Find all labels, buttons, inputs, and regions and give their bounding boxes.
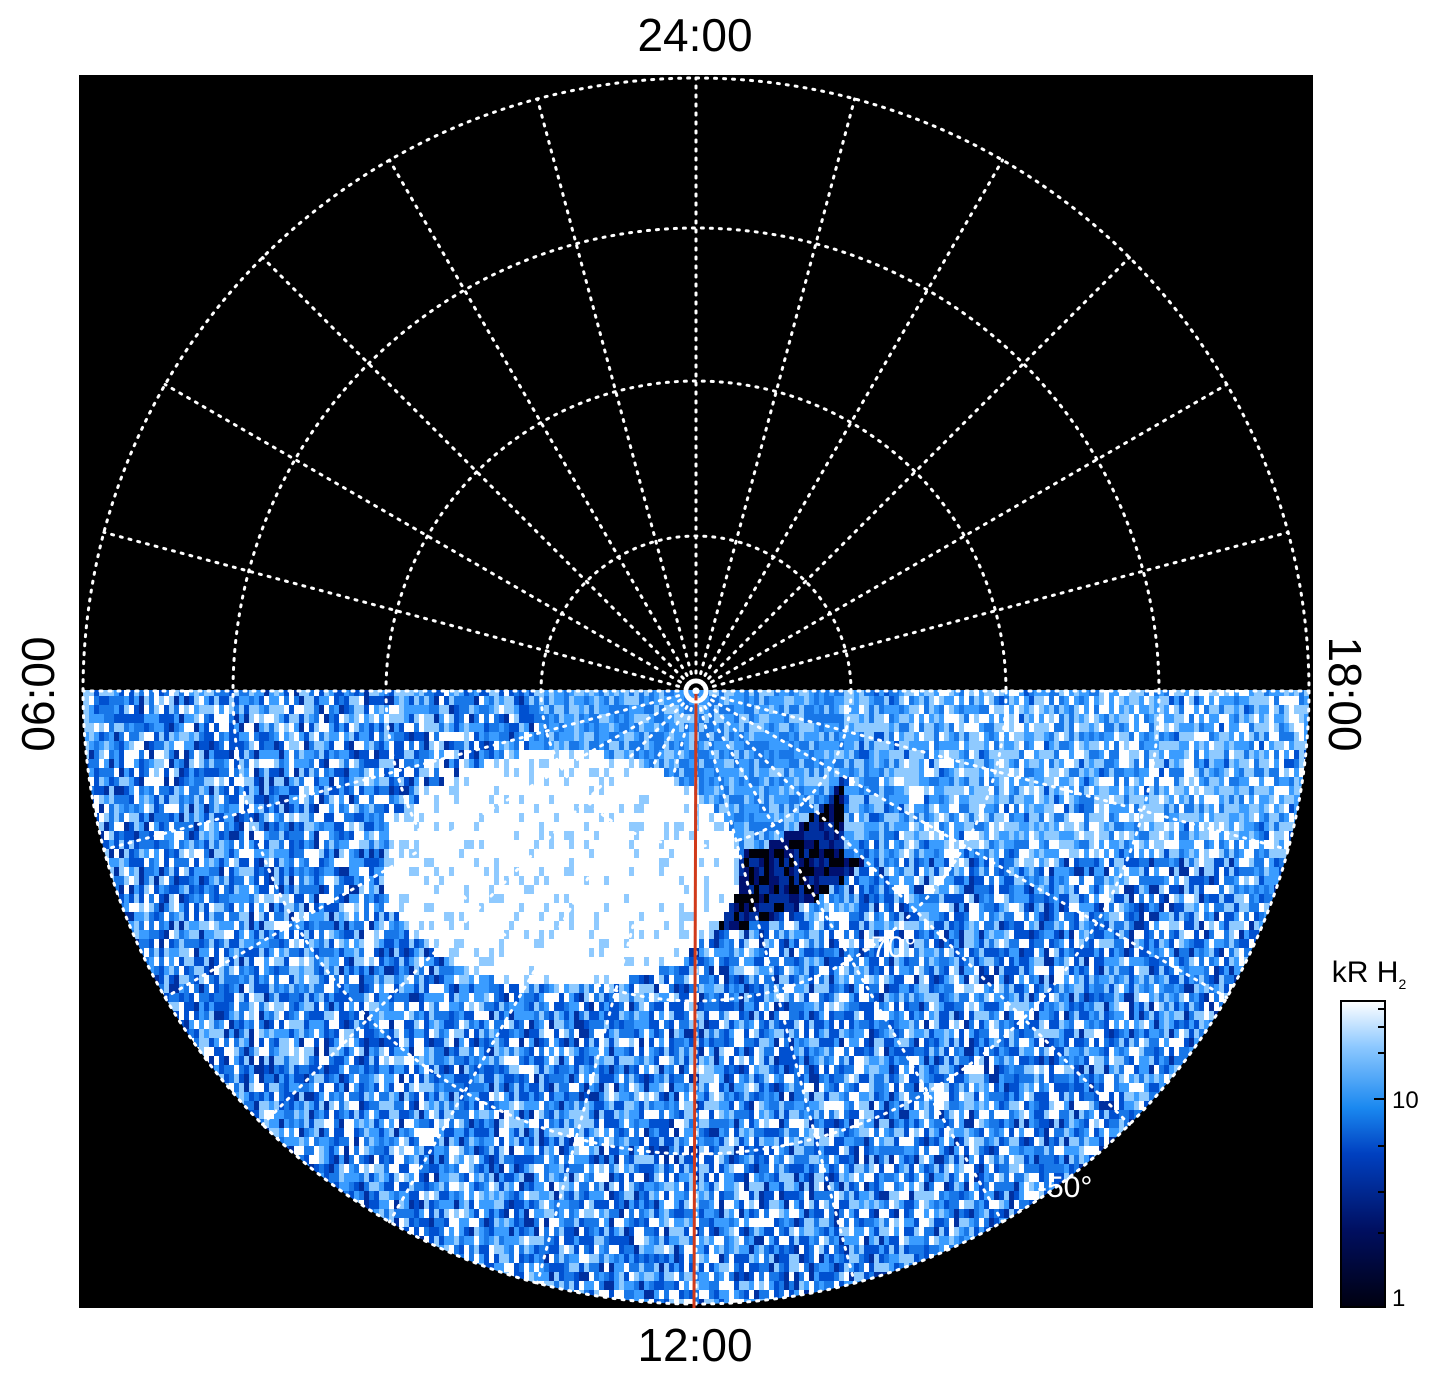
meridian-line bbox=[694, 689, 1290, 852]
meridian-line bbox=[102, 530, 698, 693]
meridian-line bbox=[694, 256, 1131, 693]
meridian-line bbox=[388, 158, 698, 693]
meridian-line bbox=[261, 256, 698, 693]
latitude-circle bbox=[231, 226, 1161, 1156]
meridian-line bbox=[694, 689, 857, 1285]
colorbar-gradient bbox=[1340, 1000, 1386, 1308]
meridian-line bbox=[694, 530, 1290, 693]
latitude-label: -70° bbox=[861, 931, 916, 964]
meridian-line bbox=[535, 689, 698, 1285]
meridian-line bbox=[694, 689, 1004, 1224]
meridian-line bbox=[694, 689, 1131, 1126]
colorbar-ticks bbox=[1374, 1008, 1385, 1234]
polar-projection-map: -70° -50° bbox=[79, 75, 1313, 1308]
pole-center-dot bbox=[693, 688, 699, 694]
meridian-line bbox=[694, 689, 1229, 999]
axis-label-left: 06:00 bbox=[12, 636, 64, 752]
colorbar-tick-label: 1 bbox=[1392, 1285, 1405, 1310]
colorbar: 10 1 bbox=[1340, 1000, 1419, 1310]
latitude-label: -50° bbox=[1037, 1171, 1092, 1204]
meridian-line bbox=[102, 689, 698, 852]
meridian-line bbox=[261, 689, 698, 1126]
axis-label-top: 24:00 bbox=[637, 9, 753, 61]
meridian-line bbox=[694, 97, 857, 693]
meridian-line bbox=[388, 689, 698, 1224]
meridian-line bbox=[535, 97, 698, 693]
axis-label-right: 18:00 bbox=[1319, 636, 1371, 752]
axis-label-bottom: 12:00 bbox=[637, 1319, 753, 1371]
meridian-line bbox=[694, 158, 1004, 693]
meridian-line bbox=[694, 383, 1229, 693]
colorbar-tick-label: 10 bbox=[1392, 1087, 1419, 1114]
meridian-line bbox=[163, 383, 698, 693]
meridian-line bbox=[163, 689, 698, 999]
noon-meridian-line bbox=[692, 690, 698, 1308]
pole-marker bbox=[683, 678, 709, 704]
grid-lines bbox=[81, 76, 1311, 1306]
colorbar-title: kR H2 bbox=[1331, 956, 1407, 992]
